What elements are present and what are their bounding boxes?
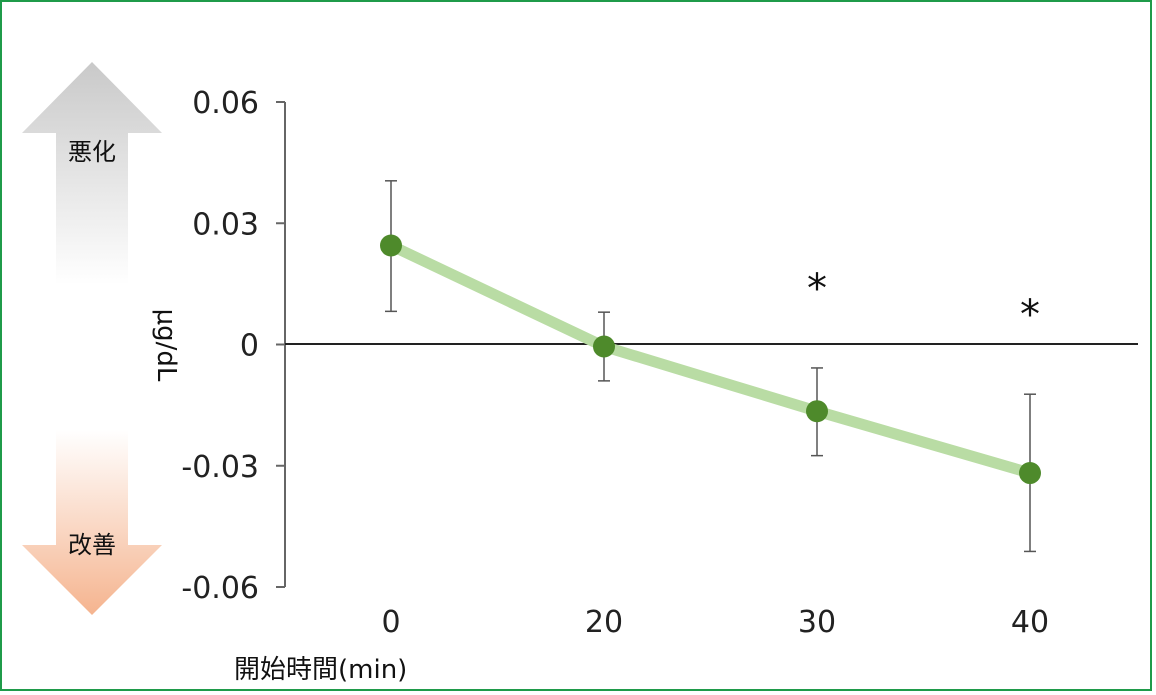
- up-arrow-icon: [22, 62, 162, 285]
- y-tick-label: 0: [240, 329, 259, 364]
- x-tick-label: 30: [798, 605, 836, 640]
- y-tick-label: -0.06: [181, 571, 259, 606]
- data-point: [1019, 462, 1041, 485]
- x-tick-label: 40: [1011, 605, 1049, 640]
- significance-star: *: [807, 266, 827, 312]
- worse-arrow: 悪化: [22, 62, 162, 285]
- x-axis-label: 開始時間(min): [234, 655, 407, 685]
- y-tick-label: -0.03: [181, 450, 259, 485]
- axes: [284, 102, 1138, 587]
- data-point: [593, 335, 615, 358]
- down-arrow-icon: [22, 430, 162, 615]
- y-axis-label: μg/dL: [151, 309, 181, 382]
- data-point: [806, 400, 828, 423]
- markers: [380, 234, 1041, 485]
- x-tick-label: 20: [585, 605, 623, 640]
- y-tick-label: 0.06: [192, 86, 259, 121]
- worse-label: 悪化: [68, 138, 116, 166]
- y-ticks: 0.06 0.03 0 -0.03 -0.06: [181, 86, 285, 606]
- significance-star: *: [1020, 292, 1040, 338]
- better-arrow: 改善: [22, 430, 162, 615]
- x-tick-label: 0: [381, 605, 400, 640]
- series-line: [385, 239, 1036, 479]
- error-bars: [385, 180, 1036, 553]
- x-ticks: 0 20 30 40: [381, 605, 1049, 640]
- significance-marks: **: [807, 266, 1040, 338]
- better-label: 改善: [68, 531, 116, 559]
- series-line-group: [385, 239, 1036, 479]
- y-tick-label: 0.03: [192, 207, 259, 242]
- data-point: [380, 234, 402, 257]
